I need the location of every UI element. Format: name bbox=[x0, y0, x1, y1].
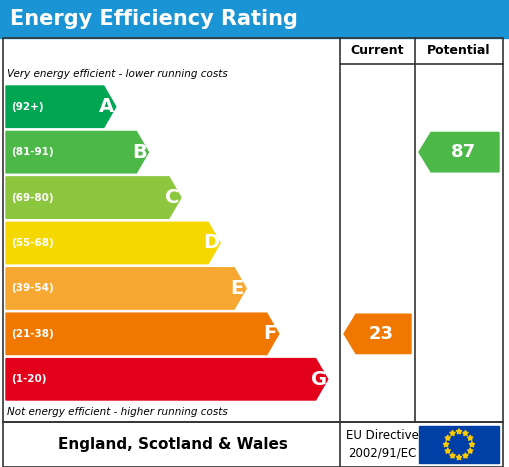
Text: Current: Current bbox=[351, 44, 404, 57]
Polygon shape bbox=[467, 448, 473, 453]
Polygon shape bbox=[6, 86, 116, 127]
Text: C: C bbox=[165, 188, 179, 207]
Text: Energy Efficiency Rating: Energy Efficiency Rating bbox=[10, 9, 298, 29]
Polygon shape bbox=[456, 429, 462, 434]
Text: England, Scotland & Wales: England, Scotland & Wales bbox=[58, 437, 288, 452]
Polygon shape bbox=[419, 133, 499, 172]
Text: (39-54): (39-54) bbox=[11, 283, 54, 293]
Polygon shape bbox=[445, 448, 450, 453]
Bar bbox=[3, 422, 503, 467]
Text: D: D bbox=[203, 234, 219, 253]
Polygon shape bbox=[445, 435, 450, 440]
Text: (55-68): (55-68) bbox=[11, 238, 54, 248]
Text: E: E bbox=[231, 279, 244, 298]
Polygon shape bbox=[467, 435, 473, 440]
Bar bbox=[3, 38, 503, 422]
Text: Not energy efficient - higher running costs: Not energy efficient - higher running co… bbox=[7, 407, 228, 417]
Polygon shape bbox=[463, 430, 468, 436]
Text: Potential: Potential bbox=[427, 44, 491, 57]
Polygon shape bbox=[449, 430, 456, 436]
Text: (69-80): (69-80) bbox=[11, 192, 53, 203]
Text: (1-20): (1-20) bbox=[11, 374, 46, 384]
Text: (81-91): (81-91) bbox=[11, 147, 53, 157]
Bar bbox=[419, 426, 499, 463]
Polygon shape bbox=[6, 131, 149, 173]
Text: 23: 23 bbox=[369, 325, 394, 343]
Text: F: F bbox=[263, 325, 276, 343]
Polygon shape bbox=[344, 314, 411, 354]
Polygon shape bbox=[449, 453, 456, 458]
Polygon shape bbox=[469, 441, 475, 447]
Polygon shape bbox=[463, 453, 468, 458]
Text: Very energy efficient - lower running costs: Very energy efficient - lower running co… bbox=[7, 69, 228, 79]
Polygon shape bbox=[456, 454, 462, 460]
Text: 87: 87 bbox=[450, 143, 475, 161]
Polygon shape bbox=[6, 268, 246, 309]
Text: (92+): (92+) bbox=[11, 102, 44, 112]
Polygon shape bbox=[6, 177, 181, 218]
Text: EU Directive
2002/91/EC: EU Directive 2002/91/EC bbox=[346, 429, 419, 460]
Text: A: A bbox=[99, 97, 115, 116]
Text: (21-38): (21-38) bbox=[11, 329, 54, 339]
Text: B: B bbox=[132, 142, 147, 162]
Text: G: G bbox=[310, 370, 327, 389]
Polygon shape bbox=[443, 441, 449, 447]
Polygon shape bbox=[6, 359, 328, 400]
Bar bbox=[0, 0, 509, 38]
Polygon shape bbox=[6, 222, 220, 264]
Polygon shape bbox=[6, 313, 279, 354]
